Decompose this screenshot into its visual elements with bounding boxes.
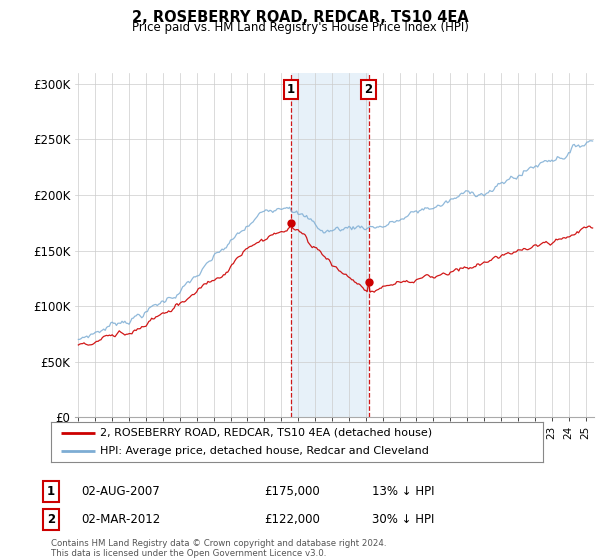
Text: 1: 1 [287, 83, 295, 96]
Text: 2: 2 [365, 83, 373, 96]
Text: HPI: Average price, detached house, Redcar and Cleveland: HPI: Average price, detached house, Redc… [100, 446, 429, 456]
Text: Price paid vs. HM Land Registry's House Price Index (HPI): Price paid vs. HM Land Registry's House … [131, 21, 469, 34]
Text: 13% ↓ HPI: 13% ↓ HPI [372, 485, 434, 498]
Text: 2, ROSEBERRY ROAD, REDCAR, TS10 4EA (detached house): 2, ROSEBERRY ROAD, REDCAR, TS10 4EA (det… [100, 428, 433, 437]
Text: 1: 1 [47, 485, 55, 498]
Text: 2, ROSEBERRY ROAD, REDCAR, TS10 4EA: 2, ROSEBERRY ROAD, REDCAR, TS10 4EA [131, 10, 469, 25]
Text: 2: 2 [47, 513, 55, 526]
Text: 30% ↓ HPI: 30% ↓ HPI [372, 513, 434, 526]
Text: £122,000: £122,000 [264, 513, 320, 526]
Text: Contains HM Land Registry data © Crown copyright and database right 2024.
This d: Contains HM Land Registry data © Crown c… [51, 539, 386, 558]
Bar [291, 73, 368, 417]
Text: £175,000: £175,000 [264, 485, 320, 498]
Text: 02-AUG-2007: 02-AUG-2007 [81, 485, 160, 498]
Text: 02-MAR-2012: 02-MAR-2012 [81, 513, 160, 526]
